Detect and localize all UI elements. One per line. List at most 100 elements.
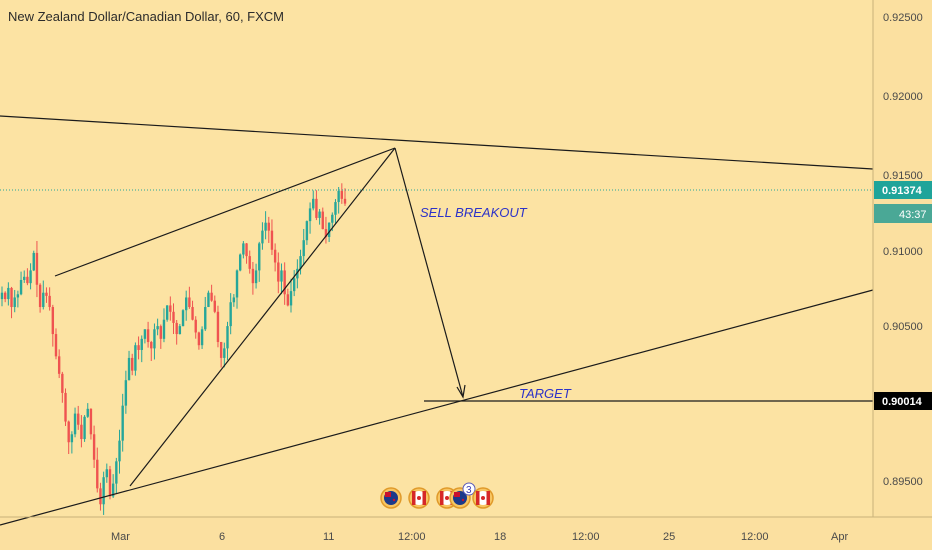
candle-body <box>292 278 296 292</box>
candle-body <box>111 483 115 497</box>
candle-body <box>19 279 23 295</box>
price-axis[interactable] <box>873 0 932 517</box>
candle-body <box>188 297 191 308</box>
candle-body <box>108 469 112 497</box>
candle-body <box>251 268 255 284</box>
candle-body <box>331 214 334 223</box>
candle-body <box>162 319 166 339</box>
candle-body <box>35 252 39 285</box>
candle-body <box>210 292 213 301</box>
countdown-value: 43:37 <box>899 209 927 221</box>
candle-body <box>280 270 283 282</box>
candle-body <box>10 287 13 308</box>
price-tick-labels: 0.92500 0.92000 0.91500 0.91000 0.90500 … <box>872 0 923 517</box>
price-tick: 0.89500 <box>883 476 923 488</box>
candle-body <box>270 230 274 250</box>
candles-group <box>0 183 347 515</box>
candle-body <box>32 252 35 271</box>
time-tick: 11 <box>323 531 334 543</box>
candle-body <box>105 469 109 478</box>
drawings-group <box>0 115 874 526</box>
current-price-value: 0.91374 <box>882 185 923 197</box>
candle-body <box>42 292 45 308</box>
target-price-value: 0.90014 <box>882 396 923 408</box>
candle-body <box>238 254 242 271</box>
upper-trendline[interactable] <box>0 115 874 170</box>
nz-flag-icon[interactable] <box>380 487 402 509</box>
candle-body <box>23 276 26 280</box>
candle-body <box>54 334 58 357</box>
target-price-badge: 0.90014 <box>874 392 932 410</box>
current-price-badge: 0.91374 43:37 <box>874 181 932 223</box>
candle-body <box>124 380 128 406</box>
candle-body <box>226 326 229 349</box>
candle-body <box>131 357 134 371</box>
candle-body <box>16 294 20 298</box>
candle-body <box>77 413 80 425</box>
chart-title: New Zealand Dollar/Canadian Dollar, 60, … <box>8 9 285 24</box>
candle-body <box>38 284 42 308</box>
price-tick: 0.91500 <box>883 170 923 182</box>
candle-body <box>223 348 226 358</box>
nz-flag-icon[interactable] <box>449 487 471 509</box>
time-tick-labels: Mar 6 11 12:00 18 12:00 25 12:00 Apr <box>0 516 932 543</box>
candle-body <box>308 208 312 222</box>
candle-body <box>73 413 77 435</box>
sell-breakout-label[interactable]: SELL BREAKOUT <box>420 205 528 220</box>
candle-body <box>48 295 51 308</box>
candle-body <box>89 408 93 435</box>
price-tick: 0.90500 <box>883 321 923 333</box>
candle-body <box>3 292 7 300</box>
sell-arrow-line[interactable] <box>394 147 464 398</box>
candle-body <box>213 300 216 312</box>
candle-body <box>178 326 182 335</box>
event-count-badge: 3 <box>462 482 476 496</box>
lower-trendline[interactable] <box>0 289 874 526</box>
candle-body <box>169 305 172 312</box>
candle-body <box>277 262 280 282</box>
candle-body <box>219 342 223 358</box>
candle-body <box>175 322 178 335</box>
candle-body <box>51 307 55 335</box>
candle-body <box>232 297 236 303</box>
event-markers[interactable]: 3 <box>380 482 494 509</box>
candle-body <box>334 202 337 215</box>
time-tick: 25 <box>663 531 675 543</box>
candle-body <box>45 292 48 296</box>
wedge-upper-line[interactable] <box>54 147 396 277</box>
time-tick: 18 <box>494 531 506 543</box>
candle-body <box>0 292 4 300</box>
candle-body <box>64 392 67 422</box>
candle-body <box>327 222 331 238</box>
event-count: 3 <box>466 485 472 496</box>
candle-body <box>156 326 159 330</box>
candle-body <box>121 405 124 441</box>
candle-body <box>115 461 118 484</box>
candle-body <box>264 222 267 231</box>
target-label[interactable]: TARGET <box>519 386 572 401</box>
ca-flag-icon[interactable] <box>408 487 430 509</box>
candle-body <box>229 302 232 327</box>
candle-body <box>140 338 143 350</box>
candle-body <box>286 294 290 306</box>
candle-body <box>242 243 245 255</box>
candle-body <box>343 198 347 204</box>
candle-body <box>134 345 137 371</box>
candle-body <box>13 297 16 308</box>
candle-body <box>70 434 74 443</box>
candle-body <box>150 342 153 349</box>
time-axis[interactable] <box>0 517 932 550</box>
candle-body <box>127 357 131 381</box>
time-tick: 12:00 <box>572 531 600 543</box>
wedge-lower-line[interactable] <box>129 147 396 487</box>
candle-body <box>67 421 70 443</box>
candle-body <box>302 240 305 257</box>
price-tick: 0.92500 <box>883 12 923 24</box>
candle-body <box>305 221 309 241</box>
time-tick: Mar <box>111 531 130 543</box>
ca-flag-icon[interactable] <box>472 487 494 509</box>
candle-body <box>261 230 264 244</box>
candle-body <box>143 329 147 339</box>
